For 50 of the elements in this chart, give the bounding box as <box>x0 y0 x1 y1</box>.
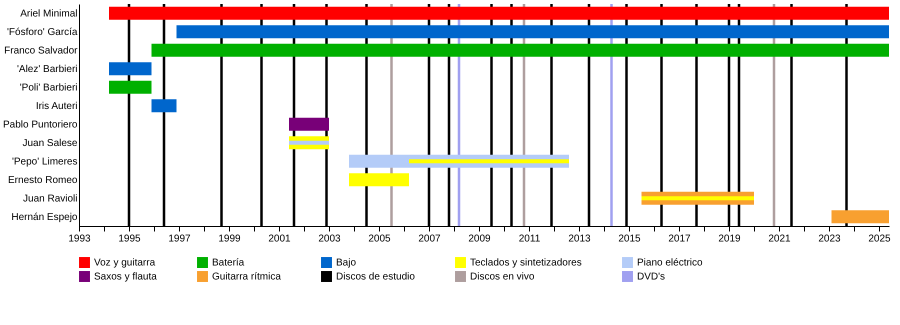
x-tick-label: 1997 <box>168 234 192 244</box>
y-tick-label: Pablo Puntoriero <box>3 119 78 130</box>
bar <box>832 210 889 224</box>
y-tick-label: 'Pepo' Limeres <box>12 156 78 168</box>
legend-label: Piano eléctrico <box>637 258 704 269</box>
x-tick-label: 2001 <box>268 234 292 244</box>
x-tick-label: 2005 <box>368 234 392 244</box>
bar <box>176 25 889 38</box>
bar <box>109 6 889 20</box>
bar <box>349 173 409 186</box>
y-tick-label: 'Alez' Barbieri <box>16 64 78 75</box>
x-tick-label: 2019 <box>718 234 742 244</box>
x-tick-label: 1993 <box>68 234 92 244</box>
legend-label: Batería <box>212 258 245 269</box>
y-tick-label: Juan Ravioli <box>23 193 78 204</box>
legend-label: Discos de estudio <box>336 272 416 282</box>
bar <box>152 99 176 112</box>
y-tick-label: 'Poli' Barbieri <box>20 82 78 94</box>
x-tick-label: 2013 <box>568 234 592 244</box>
x-tick-label: 2003 <box>318 234 342 244</box>
legend-label: Bajo <box>336 258 356 269</box>
legend-label: Voz y guitarra <box>94 258 156 269</box>
x-tick-label: 1999 <box>218 234 242 244</box>
y-tick-label: Juan Salese <box>22 138 78 149</box>
bar <box>289 118 329 131</box>
y-tick-label: 'Fósforo' García <box>6 26 78 38</box>
x-tick-label: 2023 <box>818 234 842 244</box>
bar <box>642 196 754 200</box>
bar <box>109 62 152 76</box>
x-tick-label: 2009 <box>468 234 492 244</box>
y-tick-label: Iris Auteri <box>36 100 78 112</box>
bar <box>109 80 152 94</box>
legend-label: Discos en vivo <box>470 272 535 282</box>
x-tick-label: 2011 <box>518 234 541 244</box>
legend-label: Saxos y flauta <box>94 272 158 282</box>
y-tick-label: Hernán Espejo <box>11 212 78 223</box>
x-tick-label: 1995 <box>118 234 142 244</box>
x-tick-label: 2021 <box>768 234 792 244</box>
y-tick-label: Ernesto Romeo <box>8 174 78 186</box>
legend-label: Guitarra rítmica <box>212 272 282 282</box>
y-tick-label: Franco Salvador <box>4 45 78 56</box>
x-tick-label: 2007 <box>418 234 442 244</box>
bar <box>152 44 889 57</box>
legend-label: DVD's <box>637 272 666 282</box>
x-tick-label: 2017 <box>668 234 692 244</box>
x-tick-label: 2025 <box>868 234 892 244</box>
y-tick-label: Ariel Minimal <box>20 8 78 20</box>
x-tick-label: 2015 <box>618 234 642 244</box>
bar <box>409 159 569 164</box>
legend-label: Teclados y sintetizadores <box>470 258 582 269</box>
